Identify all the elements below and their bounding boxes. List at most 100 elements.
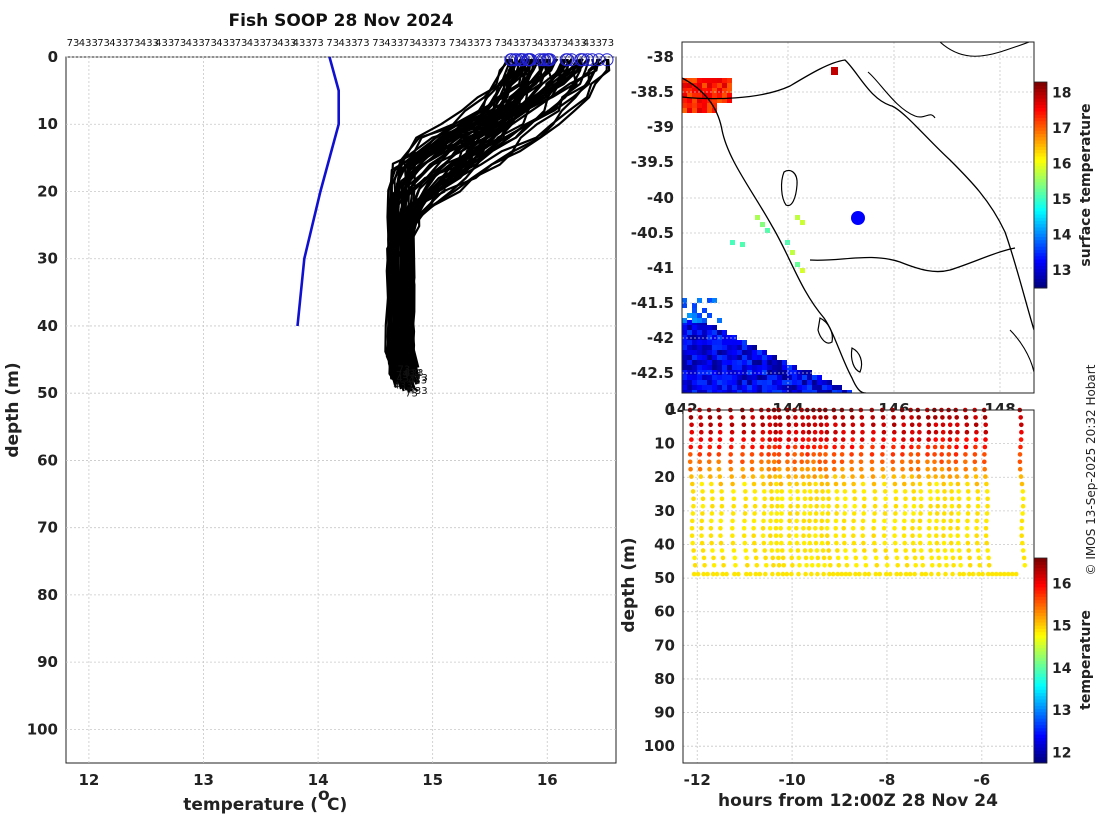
colorbar-tick: 14 bbox=[1052, 228, 1072, 244]
scatter-point bbox=[718, 518, 724, 524]
map-pixel bbox=[732, 360, 737, 365]
map-pixel bbox=[702, 380, 707, 385]
scatter-point bbox=[993, 571, 999, 577]
scatter-point bbox=[743, 503, 748, 509]
scatter-point bbox=[849, 452, 854, 457]
map-pixel bbox=[692, 380, 697, 385]
scatter-point bbox=[787, 533, 792, 538]
map-pixel bbox=[697, 355, 702, 360]
map-pixel bbox=[727, 340, 732, 345]
scatter-point bbox=[883, 503, 888, 509]
colorbar-swatch bbox=[1034, 718, 1047, 722]
scatter-point bbox=[940, 415, 945, 420]
x-tick-label: 13 bbox=[193, 771, 214, 789]
scatter-point bbox=[690, 489, 696, 494]
scatter-point bbox=[759, 444, 765, 450]
scatter-point bbox=[902, 489, 908, 494]
colorbar-label: temperature bbox=[1078, 610, 1094, 710]
scatter-point bbox=[718, 533, 723, 538]
scatter-point bbox=[985, 571, 991, 577]
colorbar-swatch bbox=[1034, 679, 1047, 684]
scatter-point bbox=[861, 511, 866, 516]
scatter-point bbox=[772, 466, 777, 472]
scatter-point bbox=[926, 437, 931, 442]
scatter-point bbox=[964, 437, 969, 442]
map-pixel bbox=[792, 365, 797, 370]
map-pixel bbox=[747, 360, 752, 365]
colorbar-swatch bbox=[1034, 120, 1047, 125]
scatter-point bbox=[814, 548, 820, 553]
y-tick-label: 80 bbox=[37, 586, 58, 604]
scatter-point bbox=[883, 571, 889, 577]
map-pixel bbox=[802, 375, 807, 380]
map-pixel bbox=[727, 385, 732, 390]
scatter-point bbox=[939, 459, 944, 465]
colorbar-swatch bbox=[1034, 673, 1047, 678]
scatter-point bbox=[890, 452, 896, 457]
scatter-point bbox=[964, 429, 970, 435]
colorbar-swatch bbox=[1034, 759, 1047, 764]
map-pixel bbox=[727, 335, 732, 340]
scatter-point bbox=[872, 489, 878, 494]
scatter-point bbox=[805, 444, 811, 450]
scatter-point bbox=[717, 444, 722, 450]
scatter-point bbox=[794, 526, 799, 531]
scatter-point bbox=[762, 503, 767, 509]
scatter-point bbox=[800, 429, 806, 435]
scatter-point bbox=[859, 466, 864, 472]
map-pixel bbox=[757, 350, 762, 355]
map-pixel bbox=[687, 88, 692, 93]
scatter-point bbox=[966, 571, 972, 577]
scatter-point bbox=[789, 571, 794, 577]
scatter-point bbox=[873, 571, 879, 577]
scatter-point bbox=[787, 481, 792, 487]
scatter-point bbox=[859, 437, 865, 442]
map-pixel bbox=[827, 380, 832, 385]
scatter-point bbox=[926, 526, 932, 531]
colorbar-swatch bbox=[1034, 750, 1047, 754]
scatter-point bbox=[811, 444, 817, 450]
map-pixel bbox=[727, 78, 732, 83]
map-pixel bbox=[697, 298, 702, 303]
scatter-point bbox=[708, 474, 713, 479]
map-pixel bbox=[772, 390, 777, 393]
scatter-point bbox=[918, 540, 923, 546]
colorbar-swatch bbox=[1034, 271, 1047, 276]
scatter-point bbox=[898, 571, 903, 577]
scatter-point bbox=[892, 429, 897, 435]
scatter-point bbox=[792, 452, 797, 457]
scatter-point bbox=[882, 540, 888, 546]
colorbar-swatch bbox=[1034, 647, 1047, 652]
scatter-point bbox=[982, 459, 987, 465]
scatter-point bbox=[949, 503, 955, 509]
scatter-point bbox=[710, 496, 715, 502]
scatter-point bbox=[689, 422, 694, 428]
map-pixel bbox=[742, 390, 747, 393]
scatter-point bbox=[766, 466, 772, 472]
map-pixel bbox=[682, 360, 687, 365]
scatter-point bbox=[948, 540, 954, 546]
colorbar-swatch bbox=[1034, 714, 1047, 719]
scatter-point bbox=[833, 422, 838, 428]
scatter-point bbox=[934, 511, 940, 516]
profile-start-circle bbox=[533, 53, 547, 67]
map-pixel bbox=[717, 93, 722, 98]
map-pixel bbox=[777, 370, 782, 375]
scatter-point bbox=[948, 526, 953, 531]
map-pixel bbox=[737, 385, 742, 390]
map-pixel bbox=[717, 318, 722, 323]
scatter-point bbox=[843, 496, 848, 502]
map-pixel bbox=[822, 390, 827, 393]
scatter-point bbox=[915, 452, 921, 457]
scatter-point bbox=[714, 571, 720, 577]
scatter-point bbox=[895, 563, 900, 568]
map-pixel bbox=[702, 345, 707, 350]
scatter-point bbox=[926, 474, 931, 479]
scatter-point bbox=[833, 429, 838, 435]
map-pixel bbox=[692, 88, 697, 93]
map-pixel bbox=[722, 365, 727, 370]
scatter-point bbox=[1020, 511, 1025, 516]
scatter-point bbox=[717, 415, 722, 420]
